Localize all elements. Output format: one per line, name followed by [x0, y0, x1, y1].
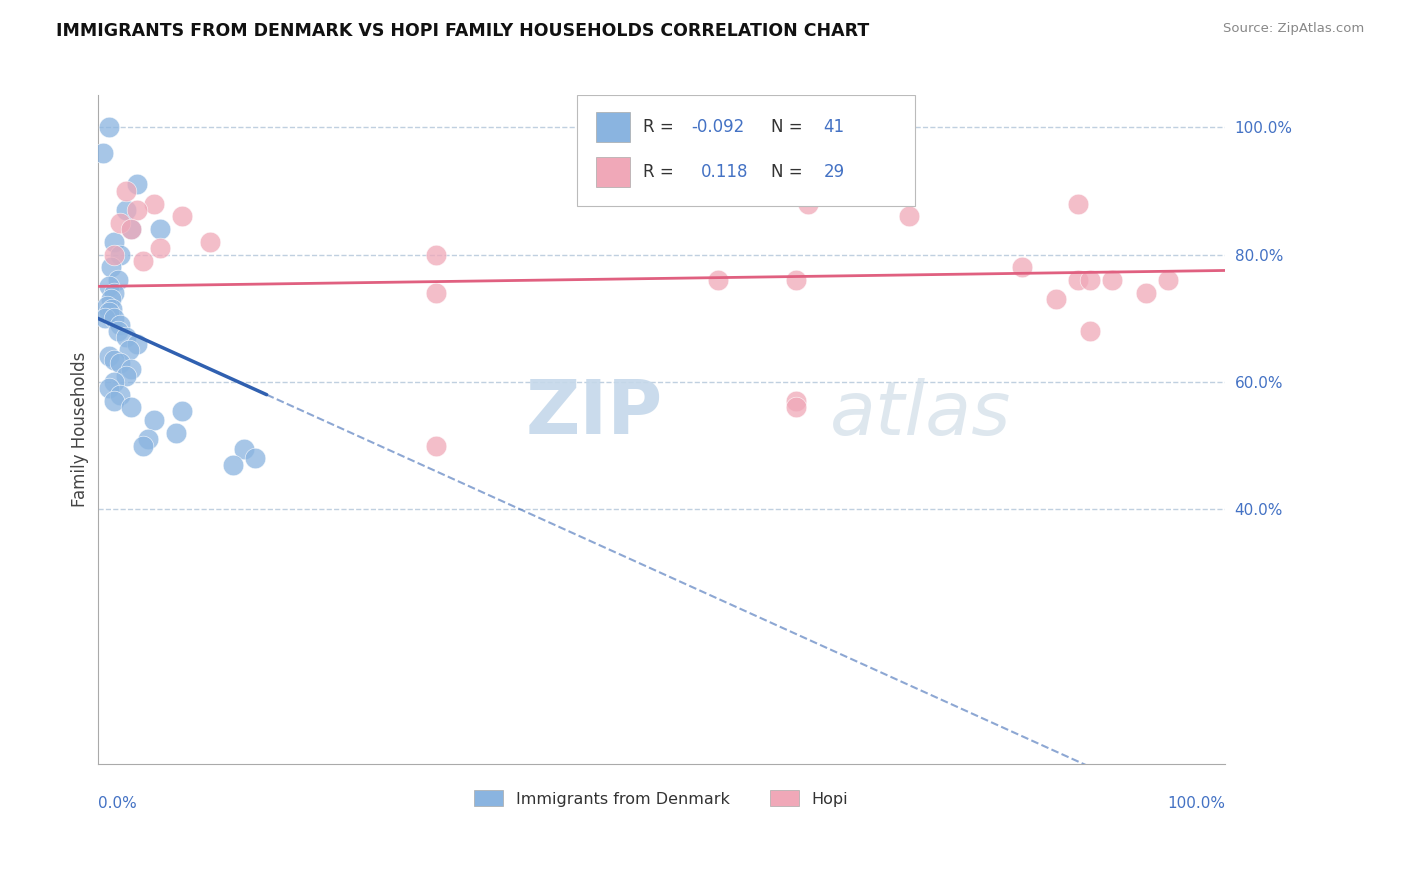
Point: [148, 241, 170, 255]
Point: [785, 394, 807, 409]
Text: -0.092: -0.092: [692, 118, 745, 136]
Point: [222, 458, 245, 472]
Legend: Immigrants from Denmark, Hopi: Immigrants from Denmark, Hopi: [468, 784, 855, 813]
Text: R =: R =: [643, 163, 679, 181]
Point: [125, 178, 148, 192]
Point: [1011, 260, 1033, 275]
Bar: [596, 157, 630, 187]
Point: [172, 403, 194, 417]
Point: [898, 210, 921, 224]
Point: [425, 247, 447, 261]
Point: [107, 324, 129, 338]
Point: [108, 387, 131, 401]
Point: [797, 196, 820, 211]
Point: [94, 311, 117, 326]
Point: [114, 184, 136, 198]
Point: [125, 336, 148, 351]
Point: [103, 394, 125, 409]
Point: [1078, 273, 1101, 287]
Point: [166, 425, 188, 440]
Point: [706, 273, 728, 287]
Point: [142, 196, 165, 211]
Point: [91, 145, 114, 160]
Point: [97, 279, 120, 293]
Point: [97, 120, 120, 135]
Point: [1078, 324, 1101, 338]
FancyBboxPatch shape: [576, 95, 915, 206]
Point: [125, 202, 148, 217]
Text: 100.0%: 100.0%: [1167, 796, 1225, 811]
Point: [120, 222, 142, 236]
Text: 29: 29: [824, 163, 845, 181]
Text: R =: R =: [643, 118, 679, 136]
Point: [1067, 273, 1090, 287]
Point: [97, 350, 120, 364]
Point: [120, 362, 142, 376]
Text: 0.0%: 0.0%: [97, 796, 136, 811]
Point: [131, 253, 153, 268]
Point: [1101, 273, 1123, 287]
Text: Source: ZipAtlas.com: Source: ZipAtlas.com: [1223, 22, 1364, 36]
Point: [136, 432, 159, 446]
Point: [1135, 285, 1157, 300]
Text: N =: N =: [770, 163, 807, 181]
Point: [108, 216, 131, 230]
Point: [103, 311, 125, 326]
Point: [103, 352, 125, 367]
Point: [103, 285, 125, 300]
Text: 41: 41: [824, 118, 845, 136]
Point: [785, 401, 807, 415]
Point: [1067, 196, 1090, 211]
Point: [245, 451, 267, 466]
Point: [1045, 292, 1067, 306]
Y-axis label: Family Households: Family Households: [72, 352, 89, 508]
Point: [114, 368, 136, 383]
Text: atlas: atlas: [831, 378, 1012, 450]
Point: [785, 273, 807, 287]
Point: [233, 442, 256, 456]
Point: [108, 247, 131, 261]
Point: [120, 401, 142, 415]
Text: N =: N =: [770, 118, 807, 136]
Text: ZIP: ZIP: [526, 377, 664, 450]
Point: [425, 285, 447, 300]
Point: [148, 222, 170, 236]
Point: [100, 292, 122, 306]
Point: [97, 381, 120, 395]
Point: [706, 184, 728, 198]
Point: [114, 202, 136, 217]
Point: [1157, 273, 1180, 287]
Point: [108, 318, 131, 332]
Point: [425, 439, 447, 453]
Point: [142, 413, 165, 427]
Point: [200, 235, 222, 249]
Point: [118, 343, 141, 357]
Text: IMMIGRANTS FROM DENMARK VS HOPI FAMILY HOUSEHOLDS CORRELATION CHART: IMMIGRANTS FROM DENMARK VS HOPI FAMILY H…: [56, 22, 869, 40]
Point: [101, 301, 124, 316]
Point: [96, 298, 118, 312]
Point: [131, 439, 153, 453]
Point: [103, 235, 125, 249]
Point: [120, 222, 142, 236]
Bar: [596, 112, 630, 142]
Point: [172, 210, 194, 224]
Text: 0.118: 0.118: [700, 163, 748, 181]
Point: [97, 305, 120, 319]
Point: [114, 330, 136, 344]
Point: [103, 375, 125, 389]
Point: [100, 260, 122, 275]
Point: [108, 356, 131, 370]
Point: [107, 273, 129, 287]
Point: [103, 247, 125, 261]
